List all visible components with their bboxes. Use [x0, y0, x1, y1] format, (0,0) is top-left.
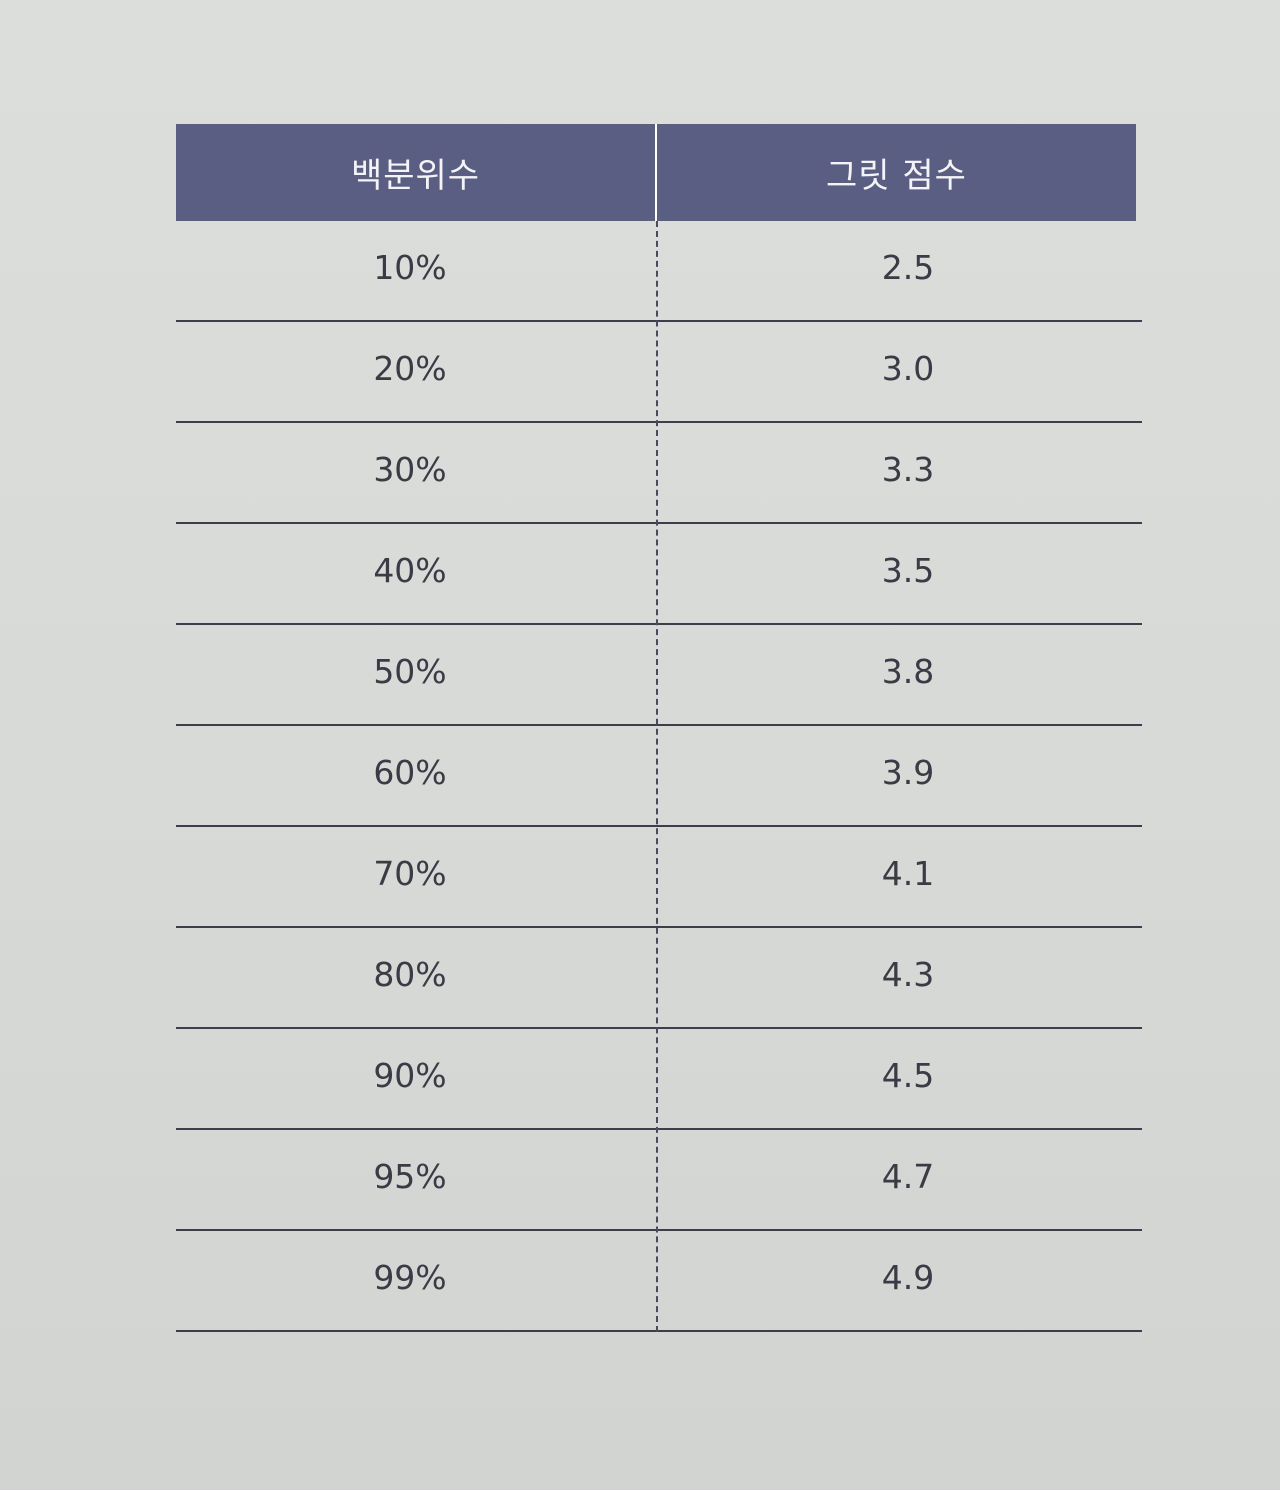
table-row: 20% 3.0 — [176, 322, 1142, 423]
grit-score-cell: 4.1 — [881, 854, 935, 893]
percentile-cell: 10% — [373, 248, 447, 287]
grit-score-cell: 2.5 — [881, 248, 935, 287]
percentile-cell: 40% — [373, 551, 447, 590]
column-divider — [656, 221, 658, 1332]
table-row: 10% 2.5 — [176, 221, 1142, 322]
table-row: 99% 4.9 — [176, 1231, 1142, 1332]
percentile-cell: 99% — [373, 1258, 447, 1297]
table-row: 50% 3.8 — [176, 625, 1142, 726]
percentile-cell: 80% — [373, 955, 447, 994]
table-row: 90% 4.5 — [176, 1029, 1142, 1130]
table-body: 10% 2.5 20% 3.0 30% 3.3 40% 3.5 50% 3.8 … — [176, 221, 1142, 1332]
grit-score-cell: 4.7 — [881, 1157, 935, 1196]
percentile-table: 백분위수 그릿 점수 10% 2.5 20% 3.0 30% 3.3 40% 3… — [176, 124, 1142, 1332]
grit-score-cell: 3.5 — [881, 551, 935, 590]
grit-score-cell: 3.9 — [881, 753, 935, 792]
percentile-cell: 70% — [373, 854, 447, 893]
percentile-cell: 95% — [373, 1157, 447, 1196]
table-row: 70% 4.1 — [176, 827, 1142, 928]
table-row: 60% 3.9 — [176, 726, 1142, 827]
table-header: 백분위수 그릿 점수 — [176, 124, 1136, 221]
percentile-cell: 90% — [373, 1056, 447, 1095]
table-row: 80% 4.3 — [176, 928, 1142, 1029]
grit-score-cell: 3.3 — [881, 450, 935, 489]
grit-score-cell: 4.9 — [881, 1258, 935, 1297]
table-row: 40% 3.5 — [176, 524, 1142, 625]
grit-score-cell: 3.8 — [881, 652, 935, 691]
table-row: 95% 4.7 — [176, 1130, 1142, 1231]
percentile-cell: 60% — [373, 753, 447, 792]
grit-score-cell: 4.5 — [881, 1056, 935, 1095]
percentile-cell: 50% — [373, 652, 447, 691]
percentile-cell: 20% — [373, 349, 447, 388]
header-grit-score: 그릿 점수 — [826, 156, 967, 196]
header-percentile: 백분위수 — [176, 124, 657, 221]
table-row: 30% 3.3 — [176, 423, 1142, 524]
grit-score-cell: 3.0 — [881, 349, 935, 388]
grit-score-cell: 4.3 — [881, 955, 935, 994]
percentile-cell: 30% — [373, 450, 447, 489]
